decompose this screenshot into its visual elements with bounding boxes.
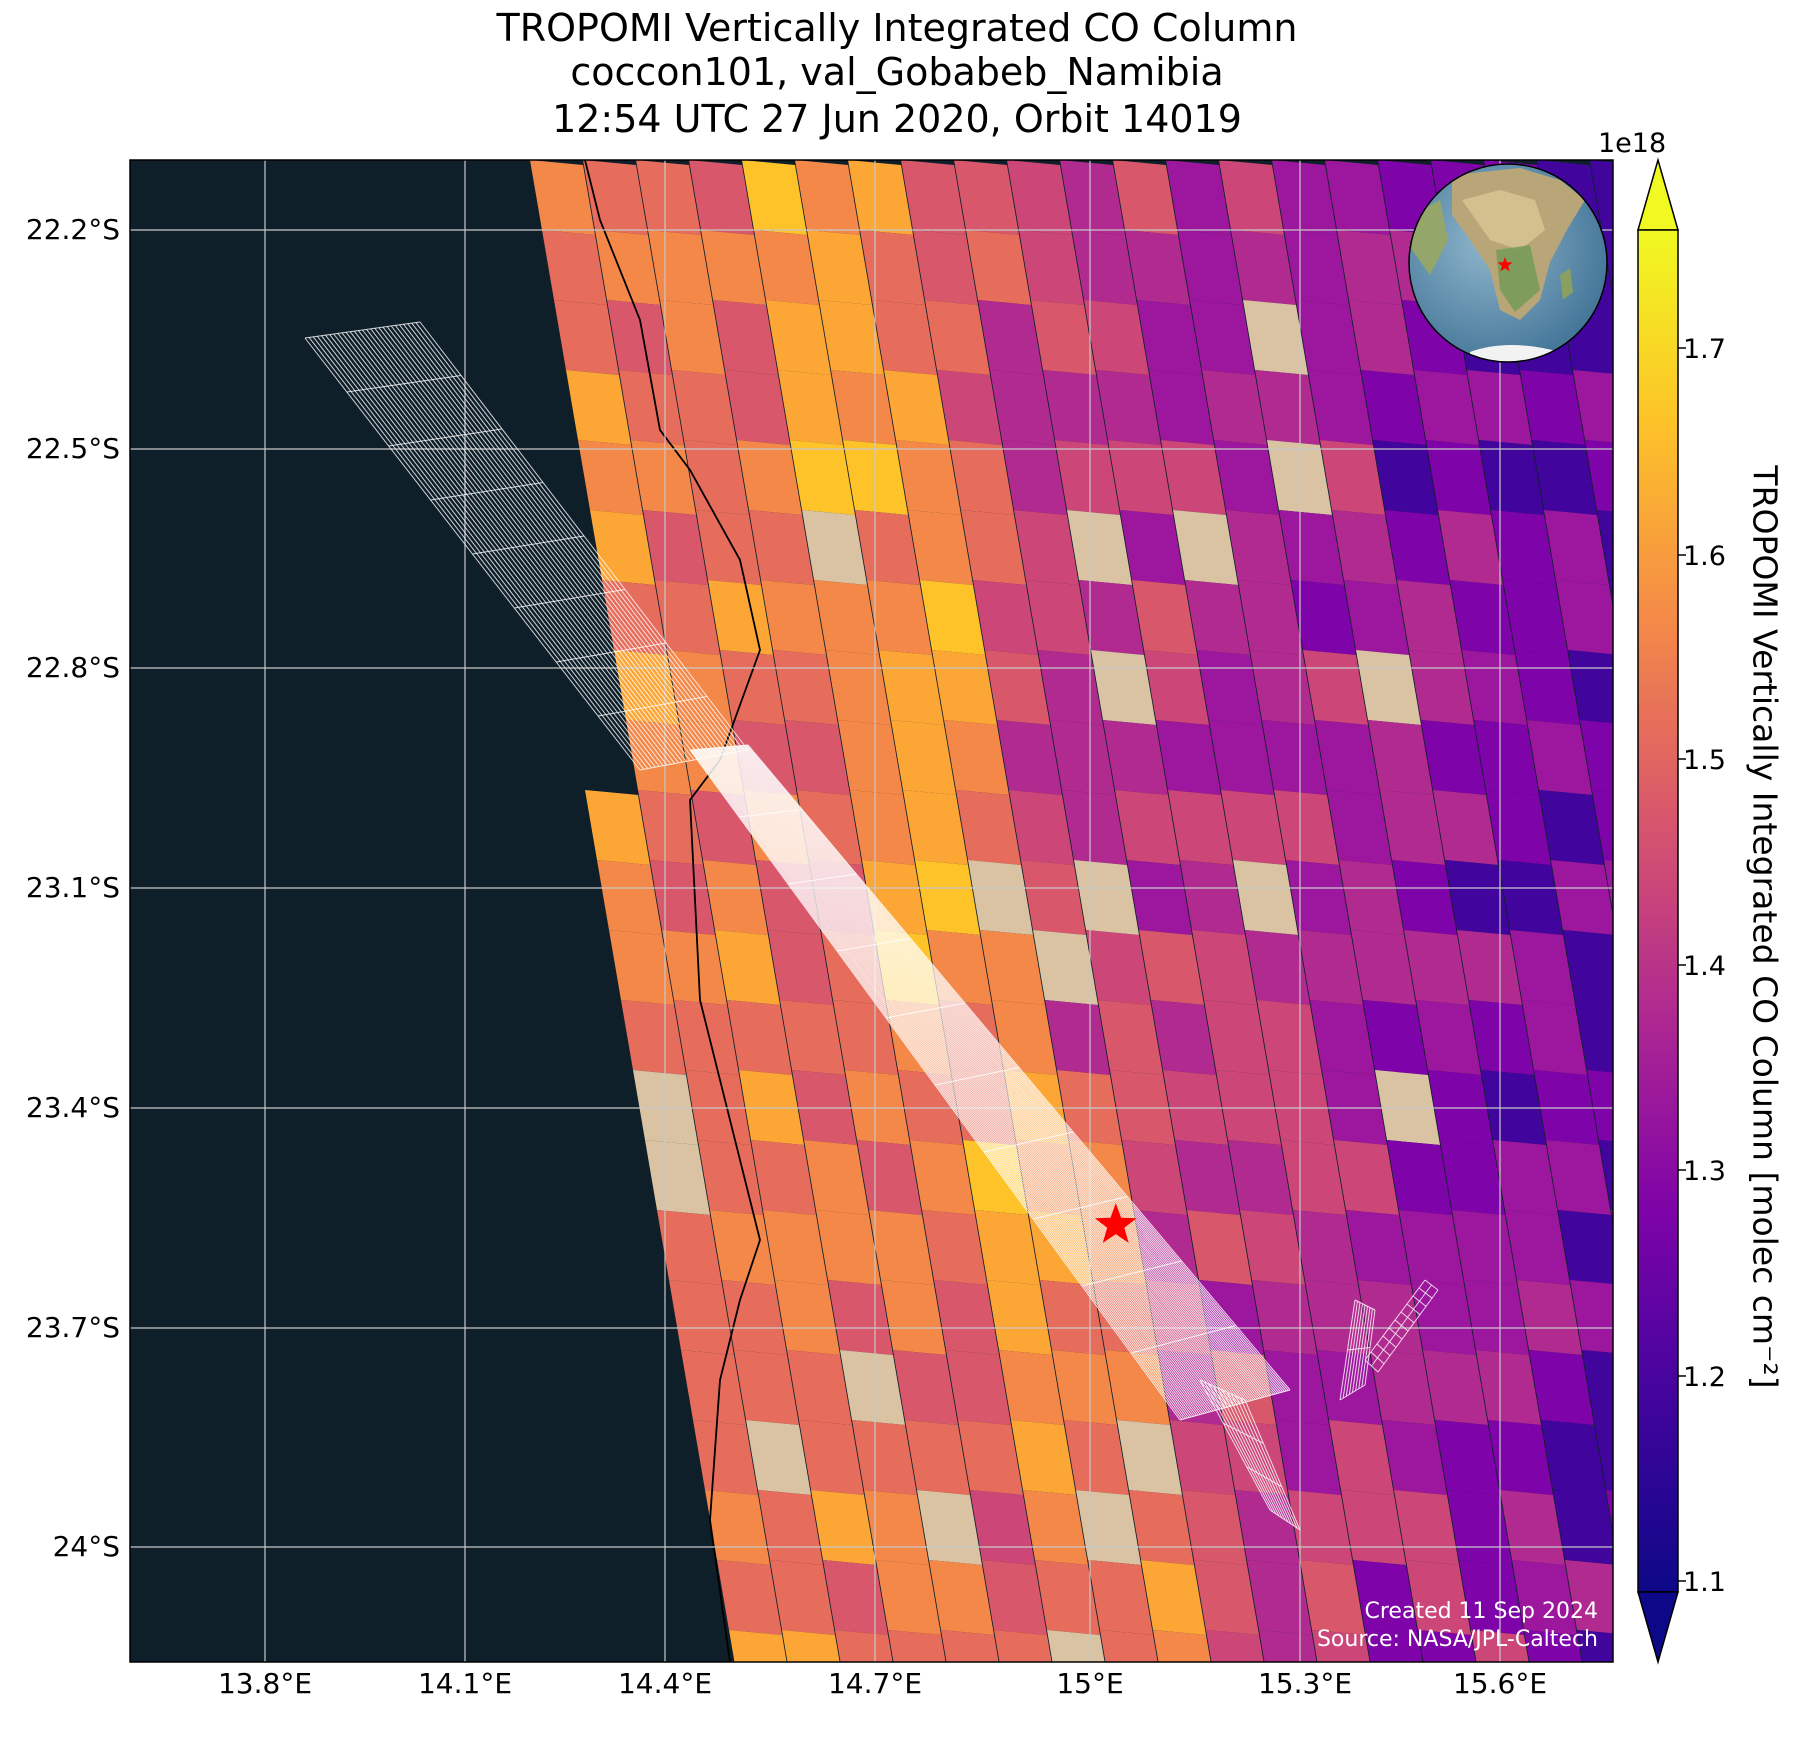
colorbar (1637, 157, 1686, 1665)
y-tick-label: 23.4°S (25, 1091, 120, 1124)
x-tick-label: 15°E (1056, 1667, 1124, 1700)
colorbar-tick-label: 1.6 (1683, 541, 1726, 572)
colorbar-tick-label: 1.1 (1683, 1567, 1726, 1598)
y-tick-label: 23.7°S (25, 1311, 120, 1344)
y-tick-label: 22.5°S (25, 432, 120, 465)
x-tick-label: 13.8°E (217, 1667, 313, 1700)
title-line-1: TROPOMI Vertically Integrated CO Column (496, 6, 1298, 50)
title-line-3: 12:54 UTC 27 Jun 2020, Orbit 14019 (552, 97, 1242, 141)
x-tick-label: 14.7°E (827, 1667, 923, 1700)
x-tick-label: 15.3°E (1257, 1667, 1353, 1700)
credit-source: Source: NASA/JPL-Caltech (1316, 1627, 1598, 1652)
credit-created: Created 11 Sep 2024 (1364, 1599, 1599, 1624)
colorbar-tick-label: 1.3 (1683, 1156, 1726, 1187)
x-tick-label: 15.6°E (1452, 1667, 1548, 1700)
colorbar-tick-label: 1.4 (1683, 951, 1726, 982)
fts-footprints (304, 321, 1439, 1531)
colorbar-tick-label: 1.2 (1683, 1362, 1726, 1393)
globe-site-star (1497, 257, 1513, 272)
colorbar-exponent: 1e18 (1598, 128, 1667, 159)
y-tick-label: 22.2°S (25, 213, 120, 246)
co-swath (530, 160, 1613, 1662)
globe-inset (1408, 163, 1608, 363)
gridlines (130, 160, 1613, 1662)
colorbar-label: TROPOMI Vertically Integrated CO Column … (1745, 465, 1785, 1389)
colorbar-tick-label: 1.5 (1683, 745, 1726, 776)
y-tick-label: 24°S (52, 1530, 120, 1563)
site-marker-star (1094, 1203, 1137, 1243)
x-tick-label: 14.4°E (617, 1667, 713, 1700)
y-tick-label: 23.1°S (25, 871, 120, 904)
x-tick-label: 14.1°E (417, 1667, 513, 1700)
title-line-2: coccon101, val_Gobabeb_Namibia (570, 50, 1224, 94)
y-tick-label: 22.8°S (25, 651, 120, 684)
colorbar-tick-label: 1.7 (1683, 334, 1726, 365)
map-frame (129, 159, 1614, 1663)
coastline (584, 160, 761, 1662)
